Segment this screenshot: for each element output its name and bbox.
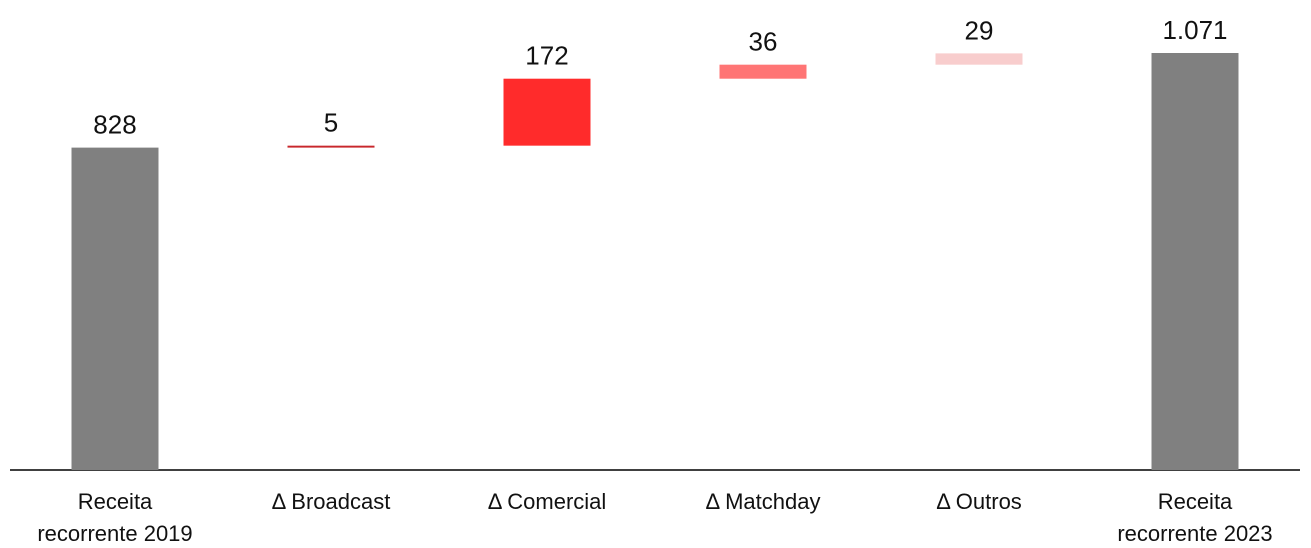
- bar: [287, 145, 375, 148]
- bar: [935, 53, 1023, 65]
- value-label: 172: [525, 41, 568, 71]
- x-tick-label: Δ Outros: [936, 489, 1022, 514]
- bar: [503, 78, 591, 146]
- value-label: 36: [749, 27, 778, 57]
- x-tick-label: Δ Comercial: [487, 489, 607, 514]
- value-label: 29: [965, 15, 994, 45]
- x-tick-label: Receita recorrente 2023: [1117, 489, 1273, 546]
- value-label: 1.071: [1162, 15, 1227, 45]
- bar: [719, 64, 807, 79]
- value-label: 828: [93, 110, 136, 140]
- x-tick-label: Δ Broadcast: [271, 489, 391, 514]
- x-tick-label: Receita recorrente 2019: [37, 489, 193, 546]
- bar: [1151, 53, 1239, 470]
- x-tick-label: Δ Matchday: [705, 489, 821, 514]
- bar: [71, 147, 159, 470]
- value-label: 5: [324, 108, 338, 138]
